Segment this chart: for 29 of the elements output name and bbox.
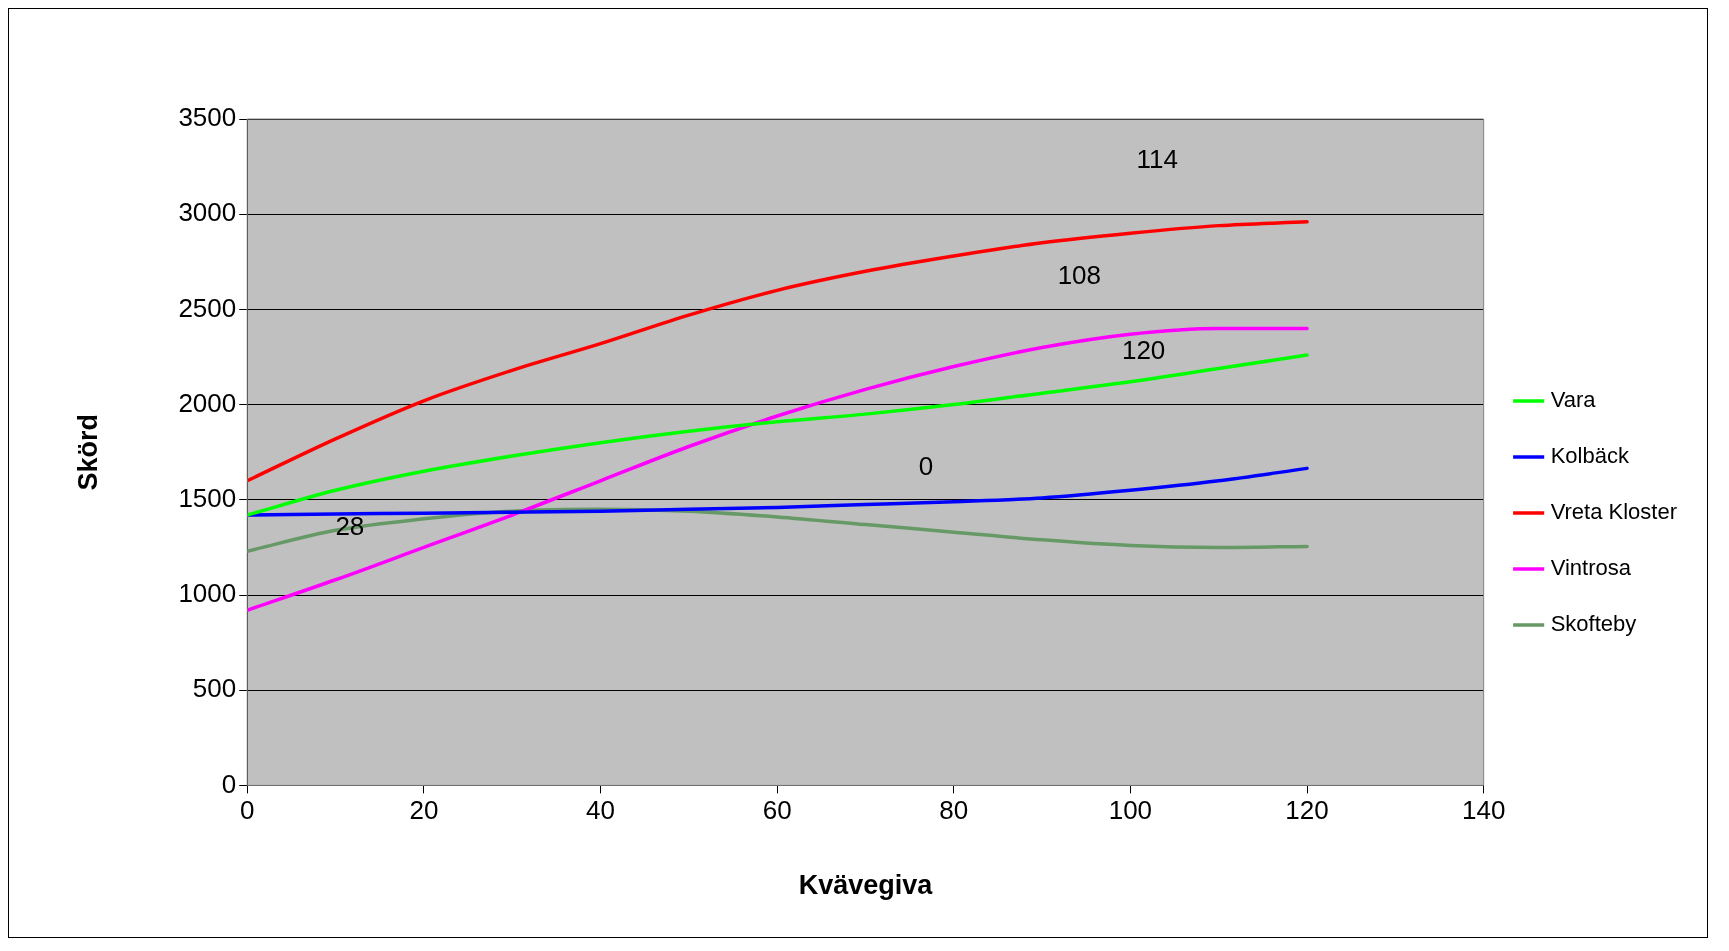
x-tick-label: 80 bbox=[939, 795, 969, 826]
y-tick-label: 500 bbox=[192, 673, 237, 704]
x-tick-label: 140 bbox=[1461, 795, 1506, 826]
x-tick-label: 100 bbox=[1108, 795, 1153, 826]
x-tick-label: 60 bbox=[762, 795, 792, 826]
annotation: 120 bbox=[1121, 334, 1166, 365]
legend-label: Vreta Kloster bbox=[1550, 499, 1678, 525]
x-tick-label: 120 bbox=[1285, 795, 1329, 826]
y-tick-label: 1500 bbox=[178, 482, 237, 513]
line-series bbox=[247, 220, 1309, 483]
y-tick-label: 2500 bbox=[178, 292, 237, 323]
annotation: 28 bbox=[335, 510, 365, 541]
legend-label: Kolbäck bbox=[1550, 443, 1630, 469]
legend-label: Vara bbox=[1550, 387, 1597, 413]
y-axis-title: Skörd bbox=[72, 413, 103, 491]
y-tick-label: 1000 bbox=[178, 578, 237, 609]
y-tick-label: 2000 bbox=[178, 387, 237, 418]
x-tick-label: 20 bbox=[409, 795, 439, 826]
annotation: 108 bbox=[1057, 260, 1102, 291]
x-axis-title: Kvävegiva bbox=[798, 870, 934, 901]
legend-label: Skofteby bbox=[1550, 611, 1637, 637]
y-tick-label: 3000 bbox=[178, 197, 237, 228]
legend-label: Vintrosa bbox=[1550, 555, 1632, 581]
y-tick-label: 0 bbox=[221, 768, 237, 799]
x-tick-label: 40 bbox=[586, 795, 615, 826]
annotation: 114 bbox=[1136, 144, 1178, 175]
line-series bbox=[247, 326, 1309, 612]
annotation: 0 bbox=[918, 451, 934, 482]
y-tick-label: 3500 bbox=[178, 102, 237, 133]
